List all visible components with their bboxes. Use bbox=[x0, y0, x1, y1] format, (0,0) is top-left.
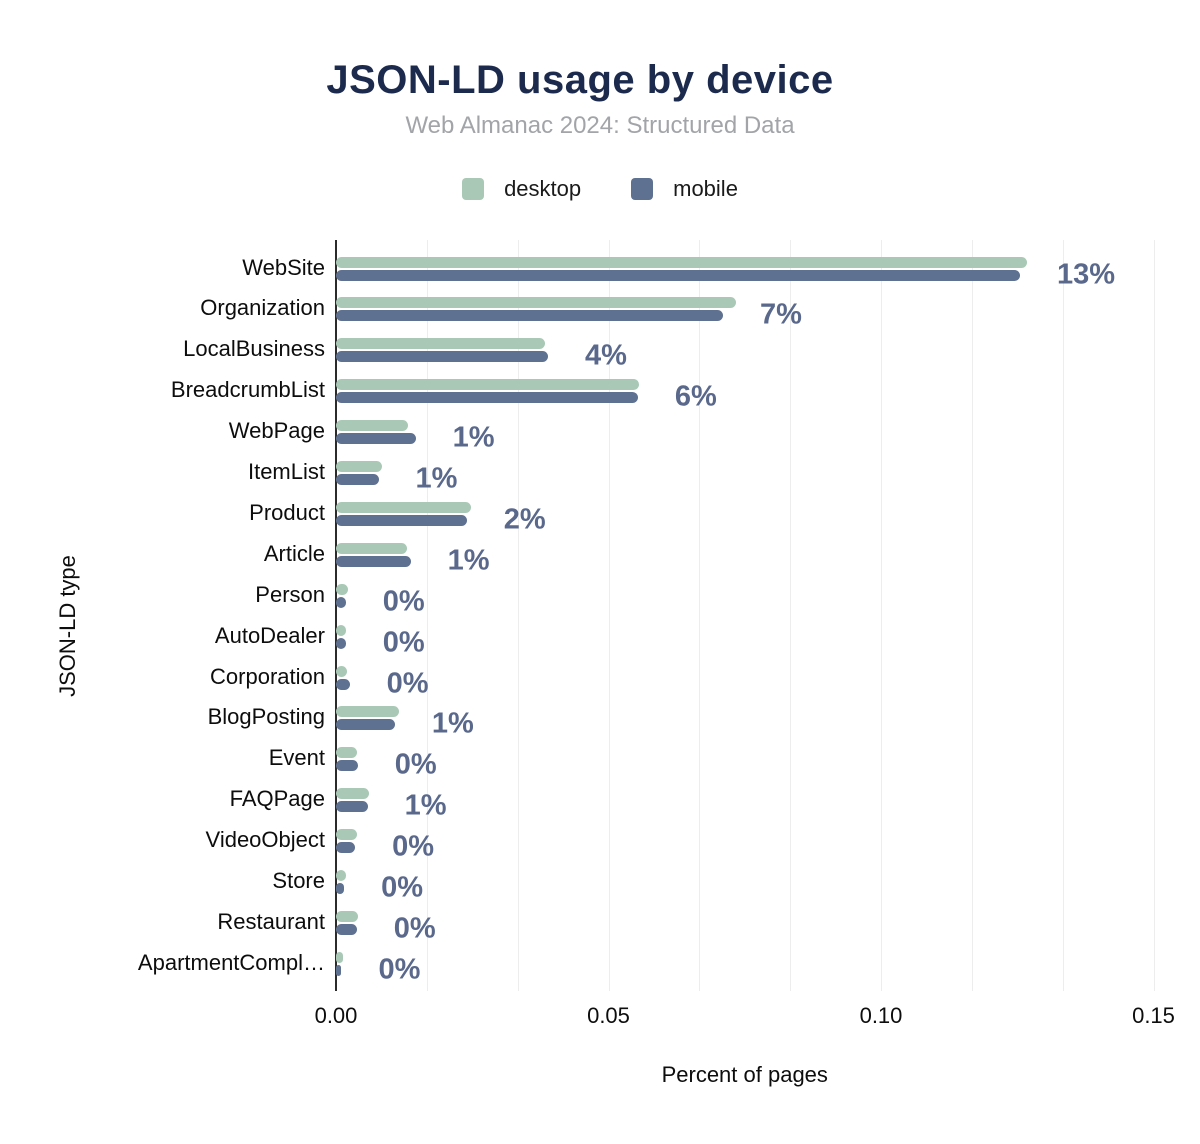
mobile-bar bbox=[336, 514, 467, 526]
legend: desktop mobile bbox=[0, 176, 1200, 202]
desktop-bar bbox=[336, 256, 1028, 268]
desktop-bar bbox=[336, 788, 369, 800]
mobile-bar bbox=[336, 801, 368, 813]
desktop-bar bbox=[336, 665, 348, 677]
category-label: Store bbox=[272, 868, 325, 893]
mobile-bar bbox=[336, 678, 350, 690]
value-label: 1% bbox=[447, 544, 490, 577]
mobile-bar bbox=[336, 964, 342, 976]
y-axis-line bbox=[335, 240, 337, 991]
chart-subtitle: Web Almanac 2024: Structured Data bbox=[405, 112, 795, 139]
category-label: Person bbox=[255, 581, 325, 607]
desktop-bar bbox=[336, 706, 399, 718]
category-label: Product bbox=[249, 499, 325, 525]
mobile-bar bbox=[336, 392, 638, 404]
y-axis-title: JSON-LD type bbox=[55, 554, 80, 697]
mobile-bar bbox=[336, 637, 346, 649]
legend-label-desktop: desktop bbox=[504, 176, 582, 201]
value-label: 13% bbox=[1056, 258, 1116, 290]
legend-item-desktop: desktop bbox=[462, 176, 581, 202]
desktop-bar bbox=[336, 542, 407, 554]
gridline bbox=[971, 240, 973, 991]
mobile-bar bbox=[336, 433, 416, 445]
gridline bbox=[517, 240, 519, 991]
value-label: 1% bbox=[431, 707, 474, 740]
desktop-swatch-icon bbox=[462, 178, 485, 200]
mobile-bar bbox=[336, 474, 379, 485]
value-label: 0% bbox=[382, 585, 425, 618]
mobile-bar bbox=[336, 883, 345, 894]
category-label: BlogPosting bbox=[207, 704, 325, 730]
chart-title: JSON-LD usage by device bbox=[326, 58, 834, 102]
gridline bbox=[790, 240, 792, 991]
legend-label-mobile: mobile bbox=[673, 176, 738, 201]
value-label: 1% bbox=[452, 421, 495, 454]
category-label: VideoObject bbox=[205, 827, 325, 853]
desktop-bar bbox=[336, 583, 348, 595]
gridline bbox=[881, 240, 882, 991]
gridline bbox=[1062, 240, 1064, 991]
value-label: 1% bbox=[404, 789, 447, 822]
category-label: LocalBusiness bbox=[183, 336, 325, 362]
desktop-bar bbox=[336, 501, 472, 513]
category-label: Restaurant bbox=[217, 908, 325, 934]
value-label: 0% bbox=[386, 667, 429, 699]
value-label: 0% bbox=[382, 626, 425, 659]
value-label: 6% bbox=[674, 380, 717, 413]
category-label: WebSite bbox=[242, 254, 325, 280]
desktop-bar bbox=[336, 461, 383, 472]
gridline bbox=[426, 240, 428, 991]
category-label: Corporation bbox=[210, 663, 325, 689]
gridline bbox=[608, 240, 610, 991]
value-label: 4% bbox=[585, 339, 627, 372]
value-label: 0% bbox=[392, 830, 434, 863]
desktop-bar bbox=[336, 624, 347, 636]
x-tick-label: 0.00 bbox=[314, 1003, 358, 1028]
desktop-bar bbox=[336, 870, 346, 881]
mobile-swatch-icon bbox=[631, 178, 654, 200]
category-label: ItemList bbox=[247, 459, 325, 484]
category-label: Organization bbox=[200, 295, 325, 321]
category-label: BreadcrumbList bbox=[170, 377, 325, 403]
category-label: Article bbox=[263, 540, 325, 566]
mobile-bar bbox=[336, 351, 548, 363]
mobile-bar bbox=[336, 842, 356, 854]
mobile-bar bbox=[336, 923, 357, 935]
category-label: Event bbox=[268, 745, 325, 771]
mobile-bar bbox=[336, 555, 411, 567]
desktop-bar bbox=[336, 747, 358, 759]
mobile-bar bbox=[336, 269, 1020, 281]
value-label: 0% bbox=[381, 871, 424, 904]
category-label: AutoDealer bbox=[214, 622, 325, 648]
value-label: 0% bbox=[393, 912, 436, 945]
gridline bbox=[1153, 240, 1155, 991]
x-tick-label: 0.10 bbox=[859, 1003, 903, 1028]
value-label: 0% bbox=[394, 748, 437, 781]
mobile-bar bbox=[336, 596, 346, 608]
x-tick-label: 0.15 bbox=[1132, 1003, 1175, 1028]
value-label: 0% bbox=[378, 953, 421, 986]
value-label: 1% bbox=[415, 462, 458, 495]
desktop-bar bbox=[336, 951, 343, 963]
value-label: 2% bbox=[503, 503, 546, 536]
desktop-bar bbox=[336, 420, 409, 432]
x-tick-label: 0.05 bbox=[587, 1003, 630, 1028]
category-label: WebPage bbox=[228, 418, 325, 444]
gridline bbox=[699, 240, 701, 991]
desktop-bar bbox=[336, 379, 640, 391]
x-axis-title: Percent of pages bbox=[661, 1062, 828, 1087]
category-label: ApartmentCompl… bbox=[137, 949, 325, 975]
mobile-bar bbox=[336, 310, 723, 322]
mobile-bar bbox=[336, 719, 395, 731]
desktop-bar bbox=[336, 338, 545, 350]
desktop-bar bbox=[336, 910, 358, 922]
value-label: 7% bbox=[759, 298, 802, 331]
category-label: FAQPage bbox=[229, 786, 325, 812]
desktop-bar bbox=[336, 829, 357, 841]
mobile-bar bbox=[336, 760, 358, 772]
desktop-bar bbox=[336, 297, 737, 309]
legend-item-mobile: mobile bbox=[631, 176, 738, 202]
